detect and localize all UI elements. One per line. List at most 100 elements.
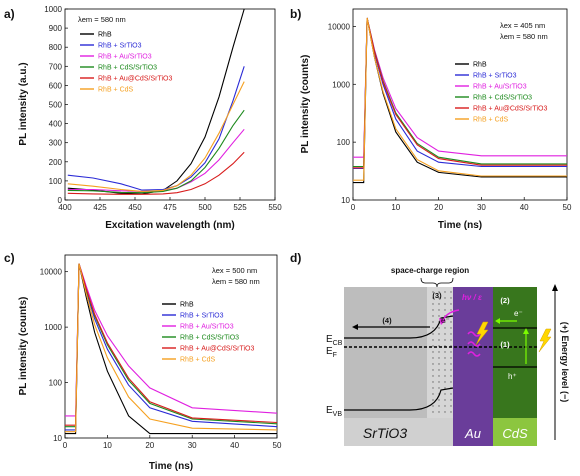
step-4-label: (4) [382, 316, 392, 325]
electron-label-srtio3: e⁻ [441, 316, 450, 325]
srtio3-cb-line [344, 315, 454, 339]
panel-c-annotation-1: λex = 500 nm [212, 266, 257, 275]
x-tick-label: 30 [188, 441, 197, 450]
srtio3-label: SrTiO3 [363, 425, 407, 441]
cds-label: CdS [502, 426, 528, 441]
au-label-box [453, 418, 493, 446]
x-tick-label: 10 [103, 441, 112, 450]
depletion-dot [438, 411, 440, 413]
panel-b-label: b) [290, 7, 301, 21]
legend-label: RhB + Au/SrTiO3 [473, 84, 527, 91]
depletion-dot [450, 309, 452, 311]
legend-label: RhB + Au/SrTiO3 [180, 324, 234, 331]
depletion-dot [438, 357, 440, 359]
depletion-dot [450, 339, 452, 341]
depletion-dot [438, 399, 440, 401]
y-tick-label: 300 [49, 139, 63, 148]
x-tick-label: 40 [230, 441, 239, 450]
series-line [65, 263, 278, 426]
srtio3-label-box [344, 418, 453, 446]
panel-d-label: d) [290, 251, 301, 265]
legend-label: RhB [180, 302, 194, 309]
depletion-dot [450, 297, 452, 299]
depletion-dot [444, 357, 446, 359]
depletion-dot [444, 369, 446, 371]
panel-a: a) 400 425 450 475 500 525 550 0 100 200 300 400 500… [4, 5, 282, 231]
depletion-dot [432, 327, 434, 329]
depletion-dot [438, 327, 440, 329]
x-tick-label: 10 [391, 203, 400, 212]
depletion-dot [432, 351, 434, 353]
series-line [67, 8, 245, 195]
series-line [67, 109, 245, 194]
x-tick-label: 0 [63, 441, 68, 450]
depletion-dot [432, 309, 434, 311]
depletion-dot [444, 375, 446, 377]
depletion-dot [432, 357, 434, 359]
legend-label: RhB + Au@CdS/SrTiO3 [473, 106, 547, 113]
depletion-dot [450, 405, 452, 407]
depletion-dot [444, 399, 446, 401]
electron-label-cds: e⁻ [514, 309, 523, 318]
panel-c-legend: RhB RhB + SrTiO3 RhB + Au/SrTiO3 RhB + CdS/… [162, 302, 254, 364]
panel-b-annotation-2: λem = 580 nm [500, 32, 548, 41]
lightning-cds-icon [538, 328, 552, 353]
cds-excitation-arrowhead [523, 328, 529, 334]
depletion-dot [432, 345, 434, 347]
y-tick-label: 0 [58, 196, 63, 205]
depletion-dot [438, 303, 440, 305]
depletion-dot [438, 363, 440, 365]
x-tick-label: 550 [268, 203, 282, 212]
depletion-dot [432, 381, 434, 383]
depletion-dot [450, 393, 452, 395]
depletion-dot [450, 375, 452, 377]
depletion-dot [438, 309, 440, 311]
depletion-dot [438, 291, 440, 293]
depletion-dot [450, 381, 452, 383]
step-3-label: (3) [432, 291, 442, 300]
x-tick-label: 20 [145, 441, 154, 450]
panel-c-label: c) [4, 251, 15, 265]
srtio3-region [344, 287, 427, 418]
series-line [67, 128, 245, 192]
legend-label: RhB + CdS/SrTiO3 [473, 95, 532, 102]
step-2-label: (2) [500, 296, 510, 305]
depletion-dot [444, 333, 446, 335]
depletion-dot [438, 351, 440, 353]
depletion-dot [432, 399, 434, 401]
space-charge-title: space-charge region [391, 266, 469, 275]
depletion-dot [432, 369, 434, 371]
depletion-dot [432, 405, 434, 407]
srtio3-vb-line [344, 387, 454, 411]
x-tick-label: 425 [93, 203, 107, 212]
x-tick-label: 500 [198, 203, 212, 212]
y-tick-label: 100 [49, 379, 63, 388]
ef-label: EF [326, 346, 337, 359]
panel-b-ylabel: PL intensity (counts) [300, 55, 311, 154]
depletion-dot [432, 315, 434, 317]
x-tick-label: 50 [563, 203, 572, 212]
depletion-dot [438, 369, 440, 371]
legend-label: RhB + CdS [98, 87, 134, 94]
legend-label: RhB + Au/SrTiO3 [98, 54, 152, 61]
depletion-dot [432, 333, 434, 335]
panel-b-legend: RhB RhB + SrTiO3 RhB + Au/SrTiO3 RhB + CdS/… [455, 62, 547, 124]
depletion-dot [444, 381, 446, 383]
lspr-label: hν / ε [462, 293, 482, 302]
series-line [67, 151, 245, 195]
depletion-dot [450, 411, 452, 413]
lspr-wave-icon [467, 331, 481, 357]
x-tick-label: 400 [58, 203, 72, 212]
depletion-dot [432, 339, 434, 341]
depletion-dot [444, 321, 446, 323]
depletion-dot [444, 327, 446, 329]
y-tick-label: 10 [53, 434, 62, 443]
depletion-dot [438, 333, 440, 335]
depletion-dot [450, 327, 452, 329]
y-tick-label: 10 [341, 196, 350, 205]
depletion-dot [432, 393, 434, 395]
depletion-dot [438, 375, 440, 377]
